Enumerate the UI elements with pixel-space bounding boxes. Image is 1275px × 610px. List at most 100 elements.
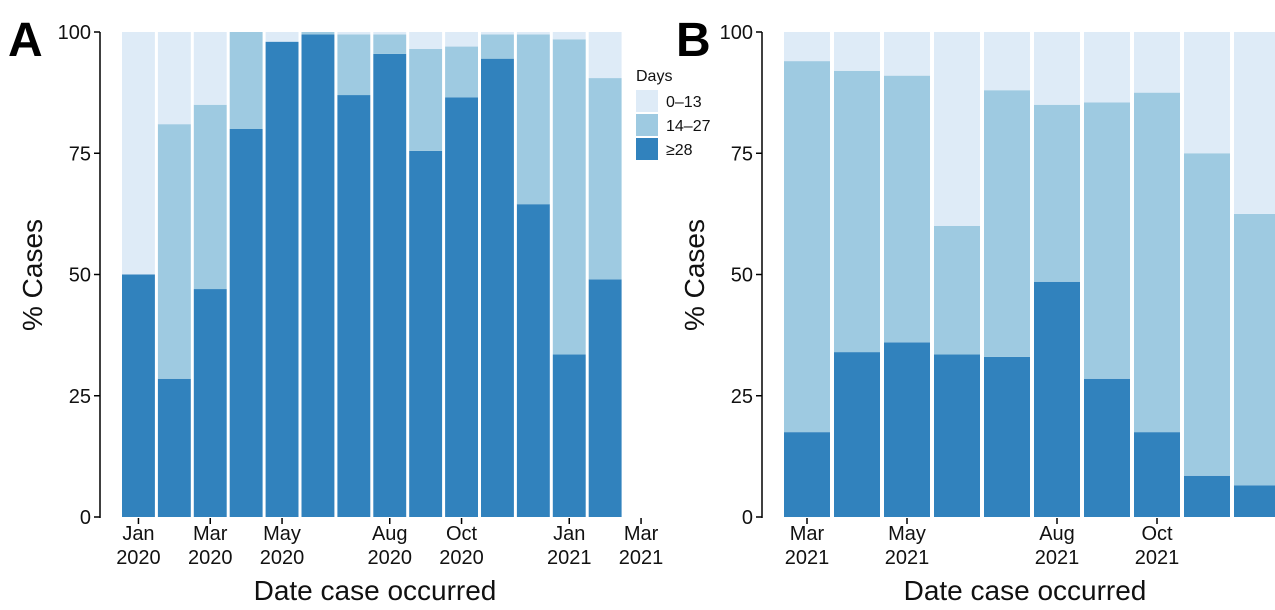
panel-b-bar-d0_13-3 bbox=[934, 32, 980, 226]
panel-a-x-tick-year-0: 2020 bbox=[116, 547, 161, 569]
panel-a-x-tick-year-4: 2020 bbox=[439, 547, 484, 569]
panel-b-bar-d28-6 bbox=[1084, 378, 1130, 517]
panel-a-bar-d28-9 bbox=[445, 97, 478, 517]
panel-b-bar-d14_27-6 bbox=[1084, 102, 1130, 379]
panel-b-x-tick-month-2: Aug bbox=[1039, 523, 1075, 545]
panel-b-bar-d28-4 bbox=[984, 356, 1030, 517]
panel-a-bar-d14_27-6 bbox=[337, 34, 371, 96]
panel-b-bar-d28-8 bbox=[1184, 475, 1230, 517]
panel-a-x-tick-month-6: Mar bbox=[624, 523, 659, 545]
panel-a-bar-d14_27-12 bbox=[552, 39, 586, 355]
panel-b-x-tick-year-2: 2021 bbox=[1035, 547, 1080, 569]
panel-a-chart: 0255075100Jan2020Mar2020May2020Aug2020Oc… bbox=[17, 22, 664, 606]
panel-a-bar-d0_13-10 bbox=[481, 32, 514, 35]
panel-a-x-tick-month-1: Mar bbox=[193, 523, 228, 545]
panel-a-bar-d14_27-8 bbox=[409, 48, 443, 151]
panel-b-bar-d28-9 bbox=[1234, 485, 1275, 517]
panel-a-x-tick-year-6: 2021 bbox=[619, 547, 664, 569]
panel-a-bar-d28-2 bbox=[193, 289, 227, 517]
panel-a-x-tick-month-0: Jan bbox=[122, 523, 154, 545]
panel-b-bar-d14_27-2 bbox=[884, 75, 930, 343]
panel-b-bar-d0_13-8 bbox=[1184, 32, 1230, 154]
panel-b-bar-d14_27-5 bbox=[1034, 104, 1080, 282]
legend-label-14-27: 14–27 bbox=[666, 118, 711, 135]
legend-label-0-13: 0–13 bbox=[666, 94, 702, 111]
panel-b-x-tick-month-0: Mar bbox=[790, 523, 825, 545]
panel-a-bar-d28-3 bbox=[229, 129, 263, 517]
panel-a-y-tick-label-0: 0 bbox=[80, 507, 91, 529]
panel-a-bar-d14_27-2 bbox=[193, 104, 227, 290]
panel-a-bar-d0_13-0 bbox=[122, 32, 155, 275]
panel-a-bar-d0_13-4 bbox=[265, 32, 299, 42]
panel-a-bar-d28-12 bbox=[552, 354, 586, 517]
panel-a-x-tick-year-1: 2020 bbox=[188, 547, 233, 569]
panel-a-y-tick-label-25: 25 bbox=[69, 386, 91, 408]
panel-b-y-tick-label-100: 100 bbox=[720, 22, 753, 44]
panel-a-bar-d28-1 bbox=[157, 378, 191, 517]
panel-b-y-tick-label-25: 25 bbox=[731, 386, 753, 408]
panel-b-y-tick-label-0: 0 bbox=[742, 507, 753, 529]
panel-b-x-tick-month-3: Oct bbox=[1141, 523, 1173, 545]
panel-a-x-axis-title: Date case occurred bbox=[254, 575, 497, 605]
panel-a-x-tick-month-4: Oct bbox=[446, 523, 478, 545]
panel-b-bar-d28-1 bbox=[834, 352, 880, 517]
panel-a-y-axis-title: % Cases bbox=[17, 219, 48, 331]
panel-a-bar-d14_27-10 bbox=[481, 34, 514, 59]
panel-a-bar-d0_13-7 bbox=[373, 32, 407, 35]
legend-label-28-plus: ≥28 bbox=[666, 142, 693, 159]
legend: Days 0–13 14–27 ≥28 bbox=[636, 68, 711, 160]
panel-a-bar-d28-13 bbox=[588, 279, 622, 517]
panel-b-bar-d14_27-8 bbox=[1184, 153, 1230, 476]
panel-a-bar-d14_27-1 bbox=[157, 124, 191, 379]
panel-b-x-axis-title: Date case occurred bbox=[904, 575, 1147, 605]
panel-b-bar-d0_13-6 bbox=[1084, 32, 1130, 103]
legend-title: Days bbox=[636, 68, 672, 85]
legend-swatch-28-plus bbox=[636, 138, 658, 160]
panel-b-chart: 0255075100Mar2021May2021Aug2021Oct2021% … bbox=[679, 22, 1275, 606]
panel-a-bar-d14_27-7 bbox=[373, 34, 407, 54]
legend-swatch-14-27 bbox=[636, 114, 658, 136]
panel-b-bar-d28-5 bbox=[1034, 281, 1080, 517]
panel-b-bar-d0_13-2 bbox=[884, 32, 930, 76]
panel-a-bar-d28-10 bbox=[481, 58, 514, 518]
panel-a-bar-d0_13-9 bbox=[445, 32, 478, 47]
panel-b-bar-d28-3 bbox=[934, 354, 980, 517]
panel-a-bar-d14_27-5 bbox=[301, 32, 335, 35]
panel-b-label: B bbox=[676, 14, 711, 67]
panel-b-bar-d14_27-7 bbox=[1134, 92, 1180, 433]
panel-a-x-tick-month-2: May bbox=[263, 523, 301, 545]
panel-a-y-tick-label-100: 100 bbox=[58, 22, 91, 44]
panel-a-x-tick-year-5: 2021 bbox=[547, 547, 592, 569]
panel-a-y-tick-label-50: 50 bbox=[69, 265, 91, 287]
panel-b-bar-d28-2 bbox=[884, 342, 930, 517]
panel-b-bar-d14_27-4 bbox=[984, 90, 1030, 357]
panel-a-label: A bbox=[8, 14, 43, 67]
panel-b-y-tick-label-75: 75 bbox=[731, 143, 753, 165]
panel-a-bar-d14_27-9 bbox=[445, 46, 478, 98]
panel-b-bar-d14_27-9 bbox=[1234, 213, 1275, 486]
panel-a-bar-d0_13-8 bbox=[409, 32, 443, 49]
panel-b-bar-d28-7 bbox=[1134, 432, 1180, 518]
panel-b-bar-d14_27-0 bbox=[784, 61, 830, 433]
panel-a-x-tick-month-3: Aug bbox=[372, 523, 408, 545]
panel-a-x-tick-month-5: Jan bbox=[553, 523, 585, 545]
panel-b-bar-d0_13-4 bbox=[984, 32, 1030, 91]
panel-a-x-tick-year-2: 2020 bbox=[260, 547, 305, 569]
panel-b-x-tick-year-1: 2021 bbox=[885, 547, 930, 569]
panel-b-bar-d28-0 bbox=[784, 432, 830, 518]
legend-swatch-0-13 bbox=[636, 90, 658, 112]
panel-b-bar-d14_27-3 bbox=[934, 226, 980, 355]
panel-a-bar-d28-5 bbox=[301, 34, 335, 518]
panel-b-y-tick-label-50: 50 bbox=[731, 265, 753, 287]
panel-b-bar-d0_13-7 bbox=[1134, 32, 1180, 93]
panel-b-bar-d0_13-0 bbox=[784, 32, 830, 62]
panel-b-x-tick-year-3: 2021 bbox=[1135, 547, 1180, 569]
panel-a-bar-d28-11 bbox=[516, 204, 550, 517]
panel-a-bar-d28-0 bbox=[122, 274, 155, 517]
panel-b-bar-d0_13-9 bbox=[1234, 32, 1275, 214]
panel-a-x-tick-year-3: 2020 bbox=[368, 547, 413, 569]
panel-a-bar-d0_13-6 bbox=[337, 32, 371, 35]
panel-a-bar-d28-6 bbox=[337, 95, 371, 518]
